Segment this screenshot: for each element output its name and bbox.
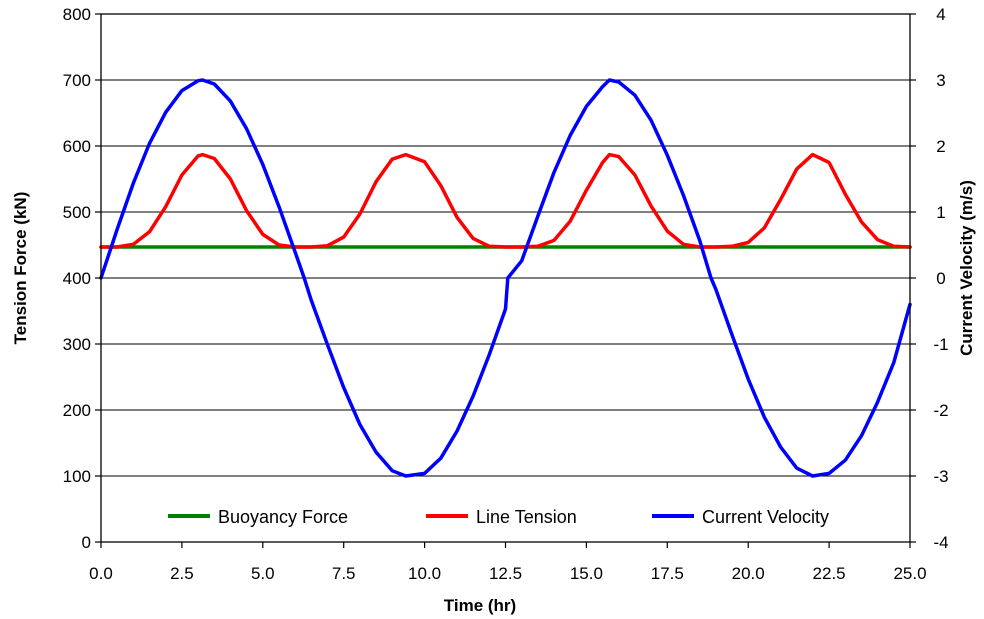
- y-axis-title: Tension Force (kN): [11, 192, 30, 345]
- y-tick-label: 400: [63, 269, 91, 288]
- y2-tick-label: -2: [933, 401, 948, 420]
- x-tick-label: 20.0: [732, 564, 765, 583]
- gridlines: [101, 79, 910, 477]
- y-tick-label: 0: [82, 533, 91, 552]
- y2-tick-label: -4: [933, 533, 948, 552]
- y-tick-label: 700: [63, 71, 91, 90]
- y2-tick-label: 0: [936, 269, 945, 288]
- x-tick-label: 17.5: [651, 564, 684, 583]
- y-tick-label: 200: [63, 401, 91, 420]
- legend: Buoyancy Force Line Tension Current Veloci…: [168, 507, 829, 527]
- x-tick-label: 22.5: [813, 564, 846, 583]
- current-velocity-legend-label: Current Velocity: [702, 507, 829, 527]
- line-tension-legend-label: Line Tension: [476, 507, 577, 527]
- buoyancy-force-legend-label: Buoyancy Force: [218, 507, 348, 527]
- y2-tick-label: 1: [936, 203, 945, 222]
- x-tick-label: 25.0: [893, 564, 926, 583]
- y2-tick-label: -1: [933, 335, 948, 354]
- x-tick-label: 10.0: [408, 564, 441, 583]
- y-tick-label: 800: [63, 5, 91, 24]
- x-tick-label: 12.5: [489, 564, 522, 583]
- x-tick-label: 7.5: [332, 564, 356, 583]
- x-axis-title: Time (hr): [444, 596, 516, 615]
- series-lines: [99, 78, 912, 478]
- y2-axis-title: Current Velocity (m/s): [957, 180, 976, 356]
- line-tension-line: [99, 152, 912, 249]
- x-tick-label: 0.0: [89, 564, 113, 583]
- y-tick-label: 100: [63, 467, 91, 486]
- x-tick-label: 2.5: [170, 564, 194, 583]
- y2-tick-label: 2: [936, 137, 945, 156]
- y-tick-label: 500: [63, 203, 91, 222]
- y2-tick-label: 4: [936, 5, 945, 24]
- current-velocity-line: [99, 78, 912, 478]
- axes: 0 100 200 300 400 500 600 700 800 -4 -3 -2 -1 0 1 2 3 4 0.…: [63, 5, 949, 583]
- y2-tick-label: -3: [933, 467, 948, 486]
- y-tick-label: 600: [63, 137, 91, 156]
- y-tick-label: 300: [63, 335, 91, 354]
- x-tick-label: 15.0: [570, 564, 603, 583]
- x-tick-label: 5.0: [251, 564, 275, 583]
- y2-tick-label: 3: [936, 71, 945, 90]
